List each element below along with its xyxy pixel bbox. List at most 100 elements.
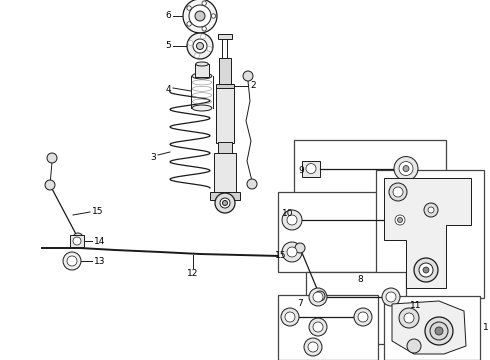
Circle shape <box>73 237 81 245</box>
Circle shape <box>220 198 230 208</box>
Text: 6: 6 <box>165 12 171 21</box>
Bar <box>219 58 231 86</box>
Circle shape <box>73 233 83 243</box>
Circle shape <box>419 263 433 277</box>
Circle shape <box>414 258 438 282</box>
Text: 9: 9 <box>298 166 304 175</box>
Bar <box>278 295 378 360</box>
Circle shape <box>287 247 297 257</box>
Circle shape <box>394 157 418 181</box>
Circle shape <box>45 180 55 190</box>
Text: 1: 1 <box>483 324 489 333</box>
Text: 15: 15 <box>92 207 103 216</box>
Bar <box>376 170 484 298</box>
Circle shape <box>308 342 318 352</box>
Circle shape <box>207 46 212 51</box>
Circle shape <box>215 193 235 213</box>
Circle shape <box>188 41 193 46</box>
Circle shape <box>393 187 403 197</box>
Circle shape <box>47 153 57 163</box>
Polygon shape <box>384 178 471 288</box>
Circle shape <box>200 34 205 39</box>
Ellipse shape <box>196 62 208 66</box>
Circle shape <box>430 322 448 340</box>
Text: 11: 11 <box>410 302 422 310</box>
Ellipse shape <box>192 73 212 79</box>
Text: 7: 7 <box>297 298 303 307</box>
Circle shape <box>195 53 199 58</box>
Circle shape <box>195 11 205 21</box>
Circle shape <box>435 327 443 335</box>
Circle shape <box>403 166 409 172</box>
Bar <box>302 161 320 176</box>
Polygon shape <box>392 301 466 354</box>
Circle shape <box>309 288 327 306</box>
Circle shape <box>306 163 316 174</box>
Circle shape <box>202 27 206 31</box>
Circle shape <box>202 1 206 5</box>
Bar <box>218 142 232 154</box>
Circle shape <box>399 162 413 176</box>
Circle shape <box>309 318 327 336</box>
Circle shape <box>424 203 438 217</box>
Text: 14: 14 <box>94 237 105 246</box>
Bar <box>195 64 209 77</box>
Circle shape <box>187 6 191 10</box>
Bar <box>216 88 234 143</box>
Circle shape <box>397 217 402 222</box>
Circle shape <box>243 71 253 81</box>
Circle shape <box>425 317 453 345</box>
Bar <box>214 153 236 193</box>
Circle shape <box>63 252 81 270</box>
Bar <box>294 140 446 208</box>
Circle shape <box>313 292 323 302</box>
Bar <box>384 296 480 360</box>
Circle shape <box>423 267 429 273</box>
Circle shape <box>187 33 213 59</box>
Circle shape <box>386 292 396 302</box>
Circle shape <box>390 210 410 230</box>
Text: 2: 2 <box>250 81 256 90</box>
Circle shape <box>183 0 217 33</box>
Circle shape <box>211 14 216 18</box>
Text: 8: 8 <box>357 275 363 284</box>
Bar <box>210 192 240 200</box>
Ellipse shape <box>192 105 212 111</box>
Circle shape <box>189 5 211 27</box>
Circle shape <box>354 308 372 326</box>
Bar <box>70 235 84 247</box>
Circle shape <box>295 243 305 253</box>
Circle shape <box>287 215 297 225</box>
Circle shape <box>399 308 419 328</box>
Circle shape <box>404 313 414 323</box>
Circle shape <box>187 22 191 26</box>
Circle shape <box>285 312 295 322</box>
Circle shape <box>281 308 299 326</box>
Circle shape <box>193 39 207 53</box>
Text: 12: 12 <box>187 269 198 278</box>
Bar <box>218 34 232 39</box>
Text: 10: 10 <box>282 210 294 219</box>
Circle shape <box>196 42 203 49</box>
Bar <box>306 272 406 344</box>
Text: 5: 5 <box>165 41 171 50</box>
Circle shape <box>315 291 325 301</box>
Circle shape <box>428 207 434 213</box>
Text: 4: 4 <box>166 85 171 94</box>
Circle shape <box>222 201 227 206</box>
Text: 3: 3 <box>150 153 156 162</box>
Circle shape <box>313 322 323 332</box>
Circle shape <box>389 183 407 201</box>
Circle shape <box>395 215 405 225</box>
Text: 15: 15 <box>274 252 286 261</box>
Circle shape <box>67 256 77 266</box>
Circle shape <box>247 179 257 189</box>
Circle shape <box>282 210 302 230</box>
Bar <box>216 84 234 89</box>
Circle shape <box>382 288 400 306</box>
Text: 13: 13 <box>94 256 105 266</box>
Circle shape <box>407 339 421 353</box>
Circle shape <box>358 312 368 322</box>
Circle shape <box>304 338 322 356</box>
Bar <box>278 192 428 272</box>
